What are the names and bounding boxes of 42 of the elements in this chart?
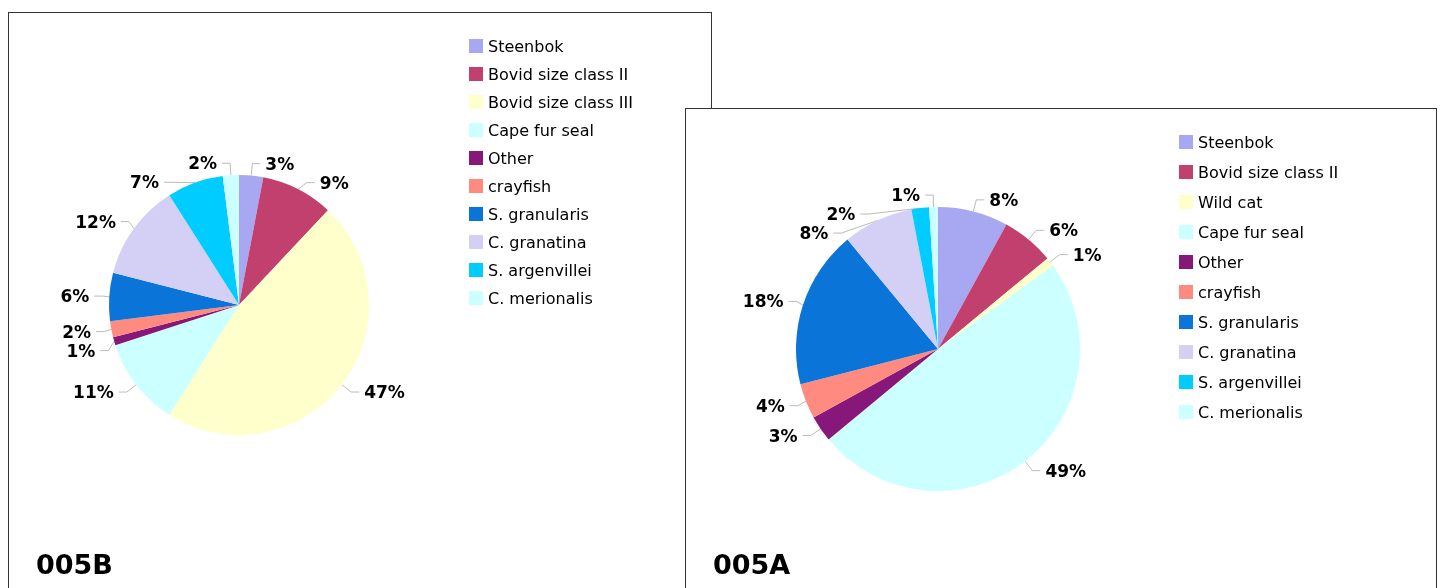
- legend-label: Wild cat: [1198, 192, 1263, 212]
- data-label: 1%: [1072, 244, 1102, 265]
- data-label: 3%: [768, 425, 798, 446]
- data-label: 4%: [756, 395, 785, 416]
- legend-label: Steenbok: [1198, 132, 1275, 152]
- data-label: 2%: [188, 153, 218, 174]
- data-label: 8%: [799, 223, 829, 244]
- legend-label: Cape fur seal: [1198, 222, 1304, 242]
- legend-label: Cape fur seal: [488, 120, 594, 140]
- data-label: 18%: [742, 291, 784, 312]
- legend-label: C. granatina: [1198, 342, 1297, 362]
- data-label: 6%: [60, 286, 90, 307]
- legend-label: S. granularis: [1198, 312, 1299, 332]
- data-label: 7%: [130, 172, 159, 193]
- text: 005A: [713, 549, 791, 580]
- data-label: 12%: [75, 211, 116, 232]
- data-label: 47%: [364, 382, 405, 403]
- text: 005B: [36, 549, 113, 580]
- data-label: 49%: [1045, 460, 1087, 481]
- legend-label: Other: [488, 148, 534, 168]
- data-label: 1%: [891, 185, 921, 206]
- data-label: 6%: [1049, 220, 1079, 241]
- legend-label: crayfish: [488, 176, 552, 196]
- legend-label: S. granularis: [488, 204, 589, 224]
- legend-label: Bovid size class II: [488, 64, 629, 84]
- legend-label: Bovid size class II: [1198, 162, 1339, 182]
- legend-label: Other: [1198, 252, 1244, 272]
- legend-label: C. granatina: [488, 232, 587, 252]
- legend-label: Steenbok: [488, 36, 565, 56]
- legend-label: S. argenvillei: [488, 260, 592, 280]
- legend-label: crayfish: [1198, 282, 1262, 302]
- data-label: 8%: [989, 189, 1019, 210]
- legend-label: S. argenvillei: [1198, 372, 1302, 392]
- data-label: 1%: [66, 340, 96, 361]
- data-label: 3%: [265, 153, 295, 174]
- legend-label: Bovid size class III: [488, 92, 633, 112]
- data-label: 2%: [826, 204, 856, 225]
- legend-label: C. merionalis: [1198, 402, 1303, 422]
- data-label: 11%: [73, 382, 114, 403]
- legend-label: C. merionalis: [488, 288, 593, 308]
- data-label: 2%: [62, 321, 92, 342]
- data-label: 9%: [319, 172, 349, 193]
